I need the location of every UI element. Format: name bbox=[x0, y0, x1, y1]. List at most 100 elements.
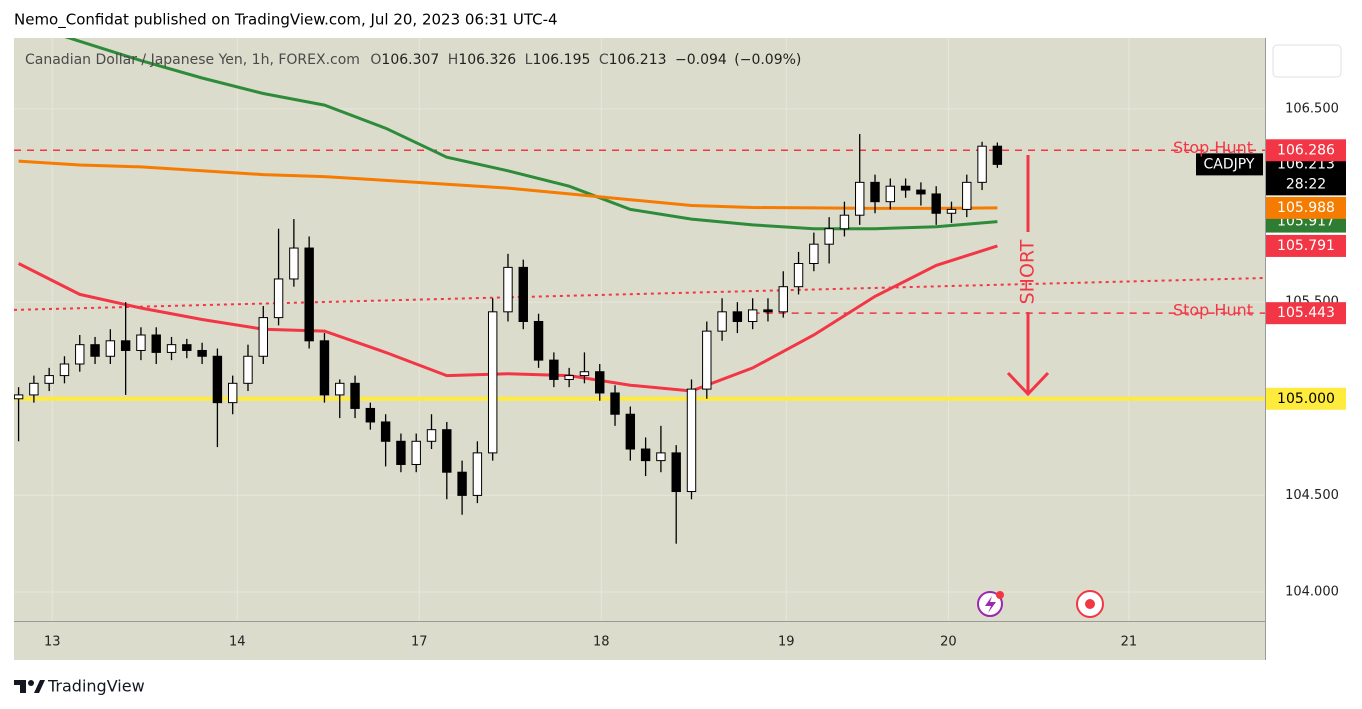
candle-body bbox=[549, 359, 559, 380]
candle-body bbox=[717, 311, 727, 332]
candle-body bbox=[656, 452, 666, 462]
record-icon-dot bbox=[1085, 599, 1095, 609]
plot-background bbox=[14, 38, 1265, 660]
candle-body bbox=[931, 193, 941, 214]
annotation-text: SHORT bbox=[1017, 239, 1039, 304]
legend-label: O bbox=[370, 52, 381, 68]
logo-part bbox=[20, 680, 26, 693]
logo-part bbox=[34, 680, 45, 693]
candle-body bbox=[579, 371, 590, 377]
candle-body bbox=[14, 394, 24, 400]
legend-title: Canadian Dollar / Japanese Yen, 1h, FORE… bbox=[25, 52, 360, 68]
trendline bbox=[14, 277, 1265, 311]
candle-body bbox=[227, 382, 238, 404]
price-label-text: 105.000 bbox=[1277, 391, 1335, 407]
level-label: Stop Hunt bbox=[1173, 301, 1253, 320]
candle-body bbox=[29, 382, 39, 396]
candle-body bbox=[870, 181, 880, 203]
footer-brand: TradingView bbox=[47, 677, 145, 696]
candle-body bbox=[197, 349, 207, 357]
candle-body bbox=[702, 330, 712, 390]
logo-part bbox=[28, 680, 34, 686]
x-tick-label: 20 bbox=[940, 635, 957, 650]
y-tick-label: 104.000 bbox=[1285, 585, 1339, 600]
candle-body bbox=[212, 355, 223, 404]
candle-body bbox=[778, 286, 788, 313]
candle-body bbox=[900, 185, 911, 191]
countdown: 28:22 bbox=[1286, 176, 1326, 192]
symbol-box bbox=[1196, 153, 1263, 176]
candle-body bbox=[962, 181, 972, 210]
legend-label: L bbox=[525, 52, 533, 68]
candle-body bbox=[319, 340, 330, 396]
alert-icon-bolt bbox=[985, 596, 996, 613]
axis-button[interactable] bbox=[1272, 44, 1342, 78]
legend-change: −0.094 bbox=[675, 52, 727, 68]
legend-label: C bbox=[599, 52, 609, 68]
alert-dot bbox=[996, 591, 1004, 599]
y-tick-label: 104.500 bbox=[1285, 488, 1339, 503]
candle-body bbox=[350, 382, 360, 409]
moving-average bbox=[17, 244, 998, 393]
price-label-box bbox=[1266, 139, 1346, 162]
legend-value: 106.326 bbox=[458, 52, 516, 68]
candle-body bbox=[503, 266, 513, 313]
candle-body bbox=[732, 311, 743, 322]
candle-body bbox=[839, 214, 850, 230]
candle-body bbox=[625, 413, 636, 450]
candle-body bbox=[426, 429, 437, 442]
price-label-box bbox=[1266, 234, 1346, 257]
price-label-text: 105.791 bbox=[1277, 238, 1335, 254]
candle-body bbox=[120, 340, 131, 351]
x-tick-label: 14 bbox=[229, 635, 246, 650]
candle-body bbox=[166, 344, 177, 353]
candle-body bbox=[59, 363, 70, 377]
x-tick-label: 21 bbox=[1121, 635, 1138, 650]
candle-body bbox=[640, 448, 651, 462]
candle-body bbox=[671, 452, 681, 493]
legend-value: 106.195 bbox=[532, 52, 590, 68]
candle-body bbox=[793, 263, 804, 288]
candle-body bbox=[457, 471, 467, 496]
x-tick-label: 13 bbox=[44, 635, 61, 650]
x-tick-label: 17 bbox=[411, 635, 428, 650]
level-label: Stop Hunt bbox=[1173, 138, 1253, 157]
candle-body bbox=[136, 334, 146, 351]
y-tick-label: 106.500 bbox=[1285, 101, 1339, 116]
candle-body bbox=[396, 440, 406, 465]
footer-logo bbox=[14, 680, 45, 693]
candle-body bbox=[411, 440, 421, 465]
candle-body bbox=[442, 429, 452, 473]
candle-body bbox=[518, 266, 528, 322]
candle-body bbox=[44, 375, 54, 384]
plot-area bbox=[14, 38, 1265, 544]
candle-body bbox=[75, 344, 85, 365]
x-tick-label: 18 bbox=[593, 635, 610, 650]
arrow-head bbox=[1006, 371, 1050, 397]
legend-label: H bbox=[448, 52, 459, 68]
candle-body bbox=[809, 243, 819, 265]
candle-body bbox=[855, 181, 865, 216]
price-label-text: 106.286 bbox=[1277, 142, 1335, 158]
candle-body bbox=[90, 344, 100, 357]
candle-body bbox=[380, 421, 391, 442]
candle-body bbox=[824, 228, 834, 245]
candle-body bbox=[472, 452, 483, 496]
legend: Canadian Dollar / Japanese Yen, 1h, FORE… bbox=[25, 52, 801, 68]
candle-body bbox=[151, 334, 161, 353]
candle-body bbox=[304, 247, 314, 342]
time-axis: 13 14 17 18 19 20 21 bbox=[44, 635, 1137, 650]
x-tick-label: 19 bbox=[778, 635, 795, 650]
candle-body bbox=[243, 355, 253, 384]
candle-body bbox=[747, 309, 758, 322]
price-label-box bbox=[1266, 387, 1346, 410]
short-arrow: SHORT bbox=[1006, 155, 1050, 397]
legend-change-percent: (−0.09%) bbox=[734, 52, 801, 68]
candle-body bbox=[763, 309, 773, 313]
candle-body bbox=[105, 340, 116, 357]
candle-body bbox=[610, 392, 620, 415]
legend-value: 106.307 bbox=[381, 52, 439, 68]
legend-value: 106.213 bbox=[609, 52, 667, 68]
price-label-text: 105.443 bbox=[1277, 305, 1335, 321]
